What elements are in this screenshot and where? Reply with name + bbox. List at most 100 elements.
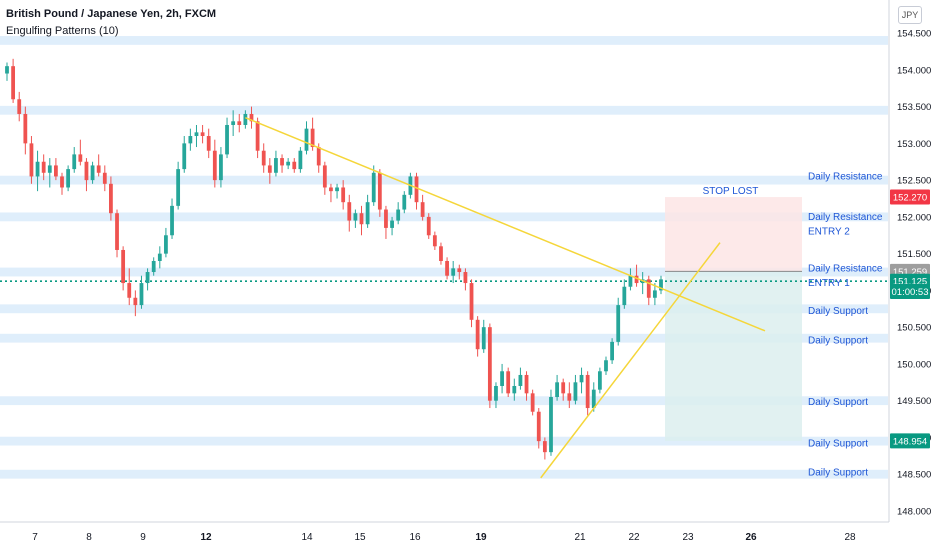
candle — [145, 268, 150, 291]
candle — [591, 382, 596, 412]
candle-body — [72, 154, 77, 170]
candle — [249, 106, 254, 129]
candle — [29, 136, 34, 184]
candle-body — [390, 220, 394, 228]
candle — [298, 147, 303, 173]
candle-body — [396, 209, 401, 221]
candle-body — [500, 371, 504, 386]
candle-body — [402, 194, 407, 210]
candle-body — [60, 176, 64, 188]
candle — [652, 283, 657, 306]
candle — [414, 172, 419, 210]
currency-badge[interactable]: JPY — [898, 6, 922, 24]
candle-body — [139, 283, 144, 306]
sr-zone — [0, 304, 888, 314]
candle-body — [66, 169, 71, 188]
candle-body — [109, 183, 113, 214]
time-tick-label: 28 — [844, 532, 856, 543]
candle-body — [365, 202, 370, 225]
price-tag-label: 148.954 — [893, 436, 927, 447]
candle — [194, 124, 199, 148]
candle-body — [237, 121, 242, 125]
candle — [335, 183, 339, 199]
candle-body — [628, 275, 633, 287]
candle — [432, 231, 437, 250]
candle — [384, 205, 388, 239]
candle — [506, 367, 511, 398]
candle-body — [371, 172, 376, 203]
candle — [115, 209, 119, 258]
candle — [524, 371, 529, 401]
price-tick-label: 149.500 — [897, 396, 931, 407]
candle-body — [445, 261, 449, 276]
candle — [121, 246, 126, 291]
candle-body — [151, 261, 156, 273]
candle-body — [469, 283, 474, 320]
candle-body — [487, 327, 492, 401]
time-tick-label: 8 — [86, 532, 92, 543]
price-tick-label: 153.000 — [897, 139, 931, 150]
time-tick-label: 21 — [574, 532, 586, 543]
candle-body — [164, 235, 168, 254]
candle — [622, 279, 627, 309]
candle — [487, 323, 492, 409]
zone-label: Daily Support — [808, 468, 868, 479]
target-zone-box — [665, 271, 802, 441]
candle-body — [610, 341, 614, 361]
candle — [659, 275, 663, 295]
candle-body — [555, 382, 559, 398]
candle — [469, 279, 474, 328]
candle-body — [463, 272, 468, 284]
indicator-label[interactable]: Engulfing Patterns (10) — [6, 25, 119, 37]
price-tag — [890, 284, 930, 300]
price-tick-label: 152.500 — [897, 176, 931, 187]
candle — [170, 198, 174, 239]
zone-label: Daily Resistance — [808, 263, 883, 274]
candle — [90, 161, 95, 184]
candle — [23, 106, 28, 155]
candle — [84, 158, 89, 192]
candle — [78, 139, 83, 166]
sr-zone — [0, 105, 888, 115]
sr-zone — [0, 469, 888, 479]
candle — [304, 121, 309, 155]
price-tick-label: 154.500 — [897, 29, 931, 40]
candle — [35, 150, 40, 192]
candle — [475, 316, 480, 357]
candle-body — [536, 411, 541, 442]
candle-body — [133, 297, 138, 306]
candle-body — [506, 371, 511, 394]
candle — [280, 154, 284, 173]
candle — [219, 147, 223, 188]
zone-label: Daily Resistance — [808, 212, 883, 223]
candle-body — [280, 158, 284, 166]
time-axis: 7 8 9 12 14 15 16 19 21 22 23 26 28 — [0, 521, 889, 543]
candle — [54, 158, 58, 181]
candle-body — [29, 143, 34, 177]
candle — [182, 136, 187, 173]
candle — [451, 261, 456, 284]
sr-zones — [0, 36, 888, 479]
candle-body — [591, 389, 596, 409]
candle-body — [200, 132, 205, 137]
candle-body — [316, 147, 321, 166]
candle — [206, 128, 211, 159]
candle-body — [384, 209, 388, 228]
candle — [457, 264, 462, 280]
candle-body — [353, 213, 358, 221]
candle-body — [359, 213, 364, 225]
candle-body — [157, 253, 162, 261]
candle — [390, 216, 394, 236]
candle — [212, 139, 217, 188]
candle-body — [414, 176, 419, 203]
candle — [188, 128, 193, 151]
candle-body — [292, 161, 297, 170]
candle — [628, 268, 633, 291]
stop-label: STOP LOST — [703, 186, 759, 197]
candle-body — [322, 165, 327, 188]
candle — [72, 147, 77, 173]
candle — [322, 161, 327, 195]
zone-label: ENTRY 2 — [808, 227, 850, 238]
